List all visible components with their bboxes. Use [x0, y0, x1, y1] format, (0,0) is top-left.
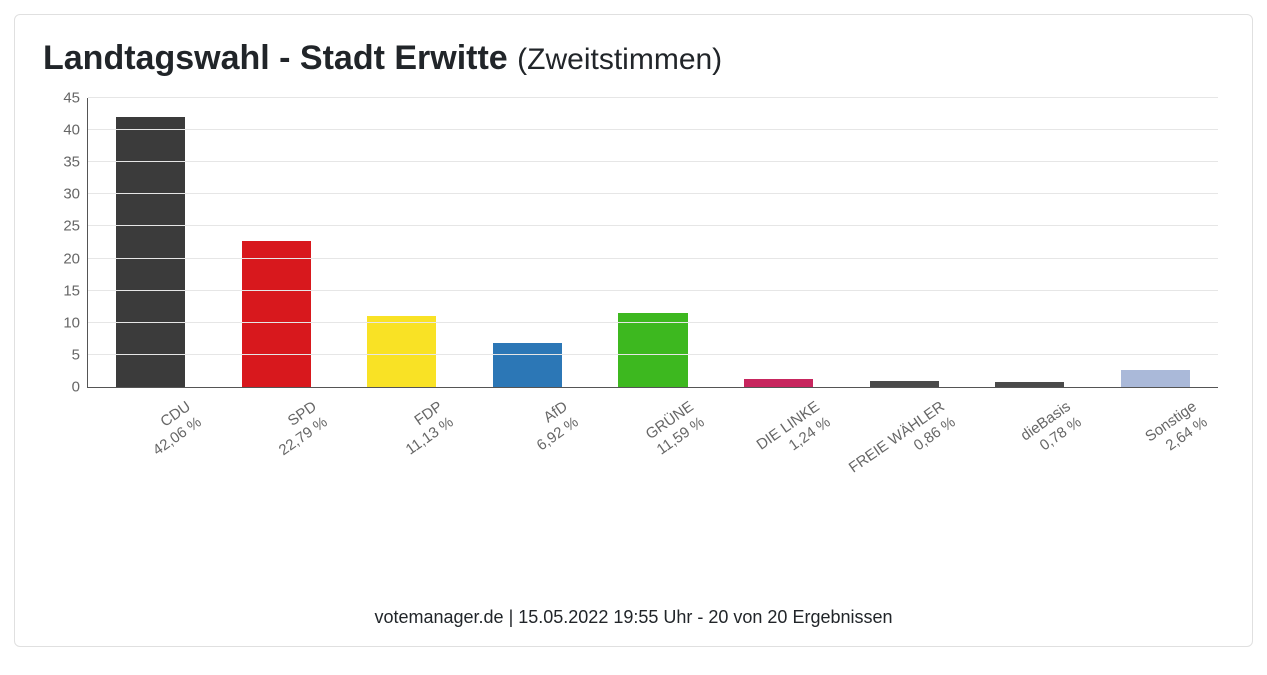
y-tick-label: 40: [63, 122, 80, 139]
chart-title-main: Landtagswahl - Stadt Erwitte: [43, 39, 508, 77]
y-tick-label: 35: [63, 154, 80, 171]
plot-region: 051015202530354045: [87, 98, 1218, 388]
gridline: [88, 129, 1218, 130]
gridline: [88, 258, 1218, 259]
bar-fdp: [367, 316, 436, 387]
y-tick-label: 10: [63, 314, 80, 331]
bar-cdu: [116, 117, 185, 387]
gridline: [88, 161, 1218, 162]
gridline: [88, 225, 1218, 226]
y-tick-label: 25: [63, 218, 80, 235]
chart-card: Landtagswahl - Stadt Erwitte (Zweitstimm…: [14, 14, 1253, 647]
bar-sonstige: [1121, 370, 1190, 387]
chart-title-sub: (Zweitstimmen): [517, 43, 722, 76]
gridline: [88, 354, 1218, 355]
gridline: [88, 322, 1218, 323]
gridline: [88, 290, 1218, 291]
bar-spd: [242, 241, 311, 387]
y-tick-label: 15: [63, 282, 80, 299]
bar-die-linke: [744, 379, 813, 387]
y-tick-label: 5: [72, 346, 80, 363]
gridline: [88, 97, 1218, 98]
bar-diebasis: [995, 382, 1064, 387]
chart-title: Landtagswahl - Stadt Erwitte (Zweitstimm…: [43, 39, 1224, 78]
x-labels-container: CDU42,06 %SPD22,79 %FDP11,13 %AfD6,92 %G…: [87, 398, 1218, 528]
bar-freie-wähler: [870, 381, 939, 387]
gridline: [88, 193, 1218, 194]
bar-afd: [493, 343, 562, 387]
bar-grüne: [618, 313, 687, 387]
y-tick-label: 30: [63, 186, 80, 203]
y-tick-label: 20: [63, 250, 80, 267]
chart-area: 051015202530354045 CDU42,06 %SPD22,79 %F…: [43, 92, 1224, 532]
chart-footer: votemanager.de | 15.05.2022 19:55 Uhr - …: [15, 607, 1252, 628]
y-tick-label: 45: [63, 90, 80, 107]
bars-container: [88, 98, 1218, 387]
y-tick-label: 0: [72, 379, 80, 396]
